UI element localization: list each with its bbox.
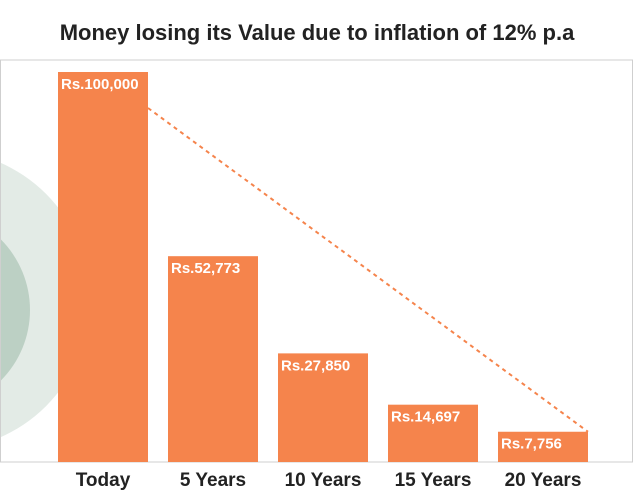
circle	[0, 238, 30, 382]
bar	[168, 256, 258, 462]
x-tick-label: 10 Years	[285, 470, 362, 491]
trend-line	[147, 107, 589, 433]
x-tick-label: 15 Years	[395, 470, 472, 491]
value-label: Rs.7,756	[501, 436, 562, 453]
bar	[498, 431, 588, 462]
x-tick-label: Today	[76, 470, 131, 491]
bar	[388, 404, 478, 462]
bar	[278, 353, 368, 462]
x-tick-label: 20 Years	[505, 470, 582, 491]
value-label: Rs.27,850	[281, 357, 350, 374]
x-tick-label: 5 Years	[180, 470, 246, 491]
value-label: Rs.52,773	[171, 260, 240, 277]
chart-title: Money losing its Value due to inflation …	[60, 20, 575, 45]
value-label: Rs.14,697	[391, 409, 460, 426]
value-label: Rs.100,000	[61, 76, 139, 93]
bar	[58, 72, 148, 462]
